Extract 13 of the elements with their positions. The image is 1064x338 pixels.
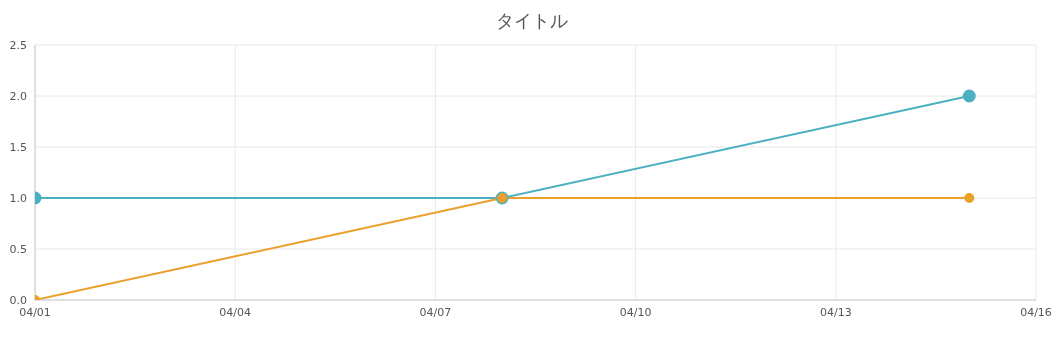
y-tick-label: 2.0 [9,89,27,103]
x-tick-label: 04/07 [419,305,452,319]
y-tick-label: 0.0 [9,293,27,307]
y-tick-label: 1.0 [9,191,27,205]
chart-title: タイトル [495,9,569,33]
y-tick-label: 2.5 [9,38,27,52]
y-tick-label: 0.5 [9,242,27,256]
x-tick-label: 04/13 [819,305,852,319]
x-tick-label: 04/01 [19,305,51,319]
y-tick-label: 1.5 [9,140,27,154]
x-tick-label: 04/04 [219,305,252,319]
x-tick-label: 04/10 [619,305,652,319]
x-tick-label: 04/16 [1020,305,1052,319]
